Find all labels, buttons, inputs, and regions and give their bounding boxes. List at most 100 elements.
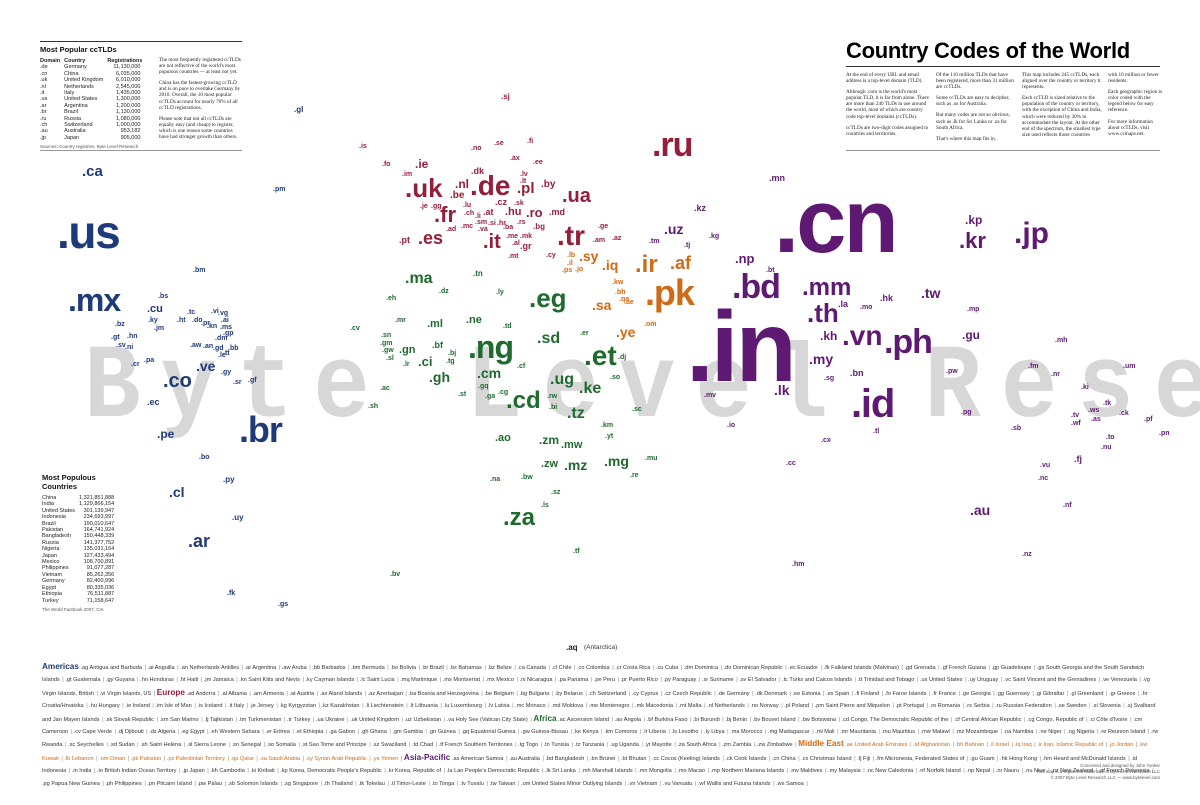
cctld-label: .tn: [473, 269, 483, 278]
legend-item: .cc Cocos (Keeling) Islands: [652, 755, 720, 762]
legend-item: .ni Nicaragua: [519, 677, 553, 684]
cctld-label: .na: [490, 476, 501, 483]
legend-separator: |: [278, 780, 284, 787]
legend-separator: |: [779, 703, 785, 710]
legend-separator: |: [861, 768, 867, 775]
legend-separator: |: [182, 742, 187, 749]
cctld-label: .gl: [294, 105, 304, 114]
legend-separator: |: [961, 703, 966, 710]
legend-separator: |: [639, 742, 645, 749]
legend-item: .si Slovenia: [1092, 703, 1121, 710]
legend-separator: |: [1095, 729, 1100, 736]
legend-separator: |: [399, 755, 404, 762]
cctld-label: .kg: [709, 233, 720, 240]
legend-item: .sg Singapore: [283, 780, 318, 787]
table-cell: 2,545,000: [116, 83, 141, 90]
legend-separator: |: [417, 665, 422, 671]
intro-paragraph: Some ccTLDs are easy to decipher, such a…: [936, 95, 1010, 108]
legend-separator: |: [1146, 729, 1151, 736]
legend-item: .bg Bulgaria: [519, 690, 550, 697]
table-row: Nigeria 135,031,164: [42, 546, 120, 552]
legend-item: .tv Tuvalu: [459, 780, 484, 787]
table-cell: 85,262,356: [86, 571, 115, 578]
legend-item: .az Azerbaijan: [367, 690, 403, 697]
legend-separator: |: [810, 729, 816, 736]
legend-separator: |: [301, 755, 306, 762]
legend-item: .sn Senegal: [231, 742, 262, 749]
legend-separator: |: [835, 729, 841, 736]
legend-item: .tr Turkey: [287, 716, 311, 723]
legend-separator: |: [395, 677, 401, 684]
legend-separator: |: [262, 742, 267, 749]
legend-item: .ua Ukraine: [315, 716, 345, 723]
legend-separator: |: [638, 729, 643, 736]
legend-item: .ph Philippines: [105, 780, 142, 787]
legend-item: .so Somalia: [266, 742, 296, 749]
popular-col-header: Country: [64, 58, 86, 64]
legend-separator: |: [274, 703, 280, 710]
table-cell: Mexico: [42, 559, 60, 566]
legend-separator: |: [399, 716, 405, 723]
cctld-label: .py: [223, 475, 235, 484]
table-row: Egypt 80,335,036: [42, 585, 120, 591]
legend-item: .ac Ascension Island: [558, 716, 610, 723]
legend-item: .pl Poland: [784, 703, 810, 710]
legend-item: .it Italy: [228, 703, 245, 710]
cctld-label: .ca: [82, 163, 103, 180]
legend-item: .ar Argentina: [244, 665, 277, 671]
legend-separator: |: [672, 768, 678, 775]
legend-item: .ls Lesotho: [671, 729, 699, 736]
legend-item: .as American Samoa: [451, 755, 504, 762]
cctld-label: .bi: [549, 404, 558, 411]
cctld-label: .to: [1106, 434, 1115, 441]
legend-separator: |: [277, 665, 282, 671]
cctld-label: .br: [239, 409, 283, 450]
cctld-label: .kr: [959, 228, 986, 253]
cctld-label: .vn: [842, 320, 883, 351]
legend-separator: |: [540, 768, 545, 775]
legend-item: .kr Korea, Republic of: [387, 768, 442, 775]
legend-separator: |: [658, 780, 663, 787]
legend-item: .ne Niger: [1038, 729, 1062, 736]
cctld-label: .sm: [475, 219, 488, 226]
cctld-label: .td: [503, 323, 512, 330]
legend-separator: |: [1030, 690, 1036, 697]
table-row: Turkey 71,158,647: [42, 598, 120, 604]
legend-item: .la Lao People's Democratic Republic: [446, 768, 540, 775]
cctld-label: .ge: [598, 223, 609, 230]
legend-item: .zw Zimbabwe: [756, 742, 793, 749]
legend-separator: |: [777, 677, 783, 684]
cctld-label: .gq: [478, 383, 489, 390]
legend-item: .li Liechtenstein: [365, 703, 404, 710]
cctld-label: .tt: [223, 350, 230, 357]
cctld-label: .my: [809, 351, 834, 367]
legend-item: .bb Barbados: [312, 665, 346, 671]
legend-item: .kh Cambodia: [210, 768, 245, 775]
legend-region-heading: Asia-Pacific: [403, 752, 451, 762]
legend-separator: |: [479, 690, 485, 697]
legend-item: .hu Hungary: [89, 703, 120, 710]
legend-separator: |: [442, 768, 447, 775]
legend-separator: |: [821, 690, 827, 697]
cctld-label: .gh: [429, 369, 450, 385]
legend-separator: |: [356, 729, 361, 736]
legend-item: .tn Tunisia: [543, 742, 570, 749]
table-cell: Argentina: [64, 102, 88, 109]
legend-item: .bn Brunei: [589, 755, 616, 762]
legend-separator: |: [144, 729, 150, 736]
table-row: .cn China 6,035,000: [40, 71, 146, 77]
legend-separator: |: [260, 729, 266, 736]
legend-item: .qa Qatar: [230, 755, 254, 762]
legend-separator: |: [908, 742, 913, 749]
legend-item: .bj Benin: [725, 716, 748, 723]
legend-separator: |: [990, 703, 996, 710]
table-cell: Switzerland: [64, 122, 93, 129]
legend-item: .yt Mayotte: [644, 742, 672, 749]
cctld-label: .it: [483, 231, 501, 253]
legend-separator: |: [504, 755, 510, 762]
table-row: .de Germany 11,130,000: [40, 64, 146, 70]
legend-item: .bi Burundi: [693, 716, 720, 723]
legend-item: .mp Northern Mariana Islands: [710, 768, 785, 775]
legend-separator: |: [63, 742, 69, 749]
legend-item: .pa Panama: [558, 677, 589, 684]
